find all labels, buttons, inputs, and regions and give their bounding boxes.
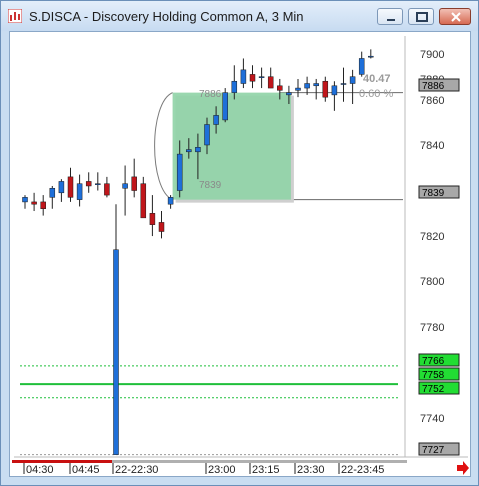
- candle-body: [368, 55, 374, 58]
- price-tag: [418, 353, 460, 367]
- price-tag: [418, 185, 460, 199]
- price-label: 7860: [420, 95, 444, 107]
- candle-body: [95, 183, 101, 185]
- price-label: 7840: [420, 140, 444, 152]
- candle-body: [277, 85, 283, 91]
- scroll-right-arrow-icon[interactable]: [456, 461, 470, 475]
- candle-body: [67, 176, 74, 198]
- candle-body: [258, 76, 265, 78]
- time-label: 22-22:30: [115, 464, 158, 476]
- minimize-icon: [387, 19, 395, 21]
- candlestick-chart[interactable]: 7900 7880 7860 7840 7820 7800 7780 7760 …: [10, 32, 470, 476]
- candle-body: [85, 181, 92, 187]
- candle-body: [167, 197, 174, 205]
- candle-body: [176, 153, 183, 191]
- time-label: 22-23:45: [341, 464, 384, 476]
- candle-body: [58, 181, 65, 194]
- candle-body: [76, 183, 83, 200]
- title-bar[interactable]: S.DISCA - Discovery Holding Common A, 3 …: [1, 1, 478, 31]
- price-tag-text: 7752: [422, 384, 445, 395]
- price-label: 7820: [420, 231, 444, 243]
- candle-body: [158, 222, 165, 232]
- candle-body: [286, 92, 292, 96]
- candle-body: [186, 149, 192, 153]
- maximize-icon: [416, 12, 428, 22]
- time-axis-strip: [12, 460, 112, 463]
- time-label: 04:30: [26, 464, 54, 476]
- candle-body: [249, 74, 256, 82]
- target-box: [172, 92, 291, 200]
- candle-body: [31, 201, 37, 205]
- candle-body: [22, 197, 28, 203]
- price-tag: [418, 78, 460, 92]
- time-label: 23:00: [208, 464, 236, 476]
- candle-body: [322, 80, 329, 98]
- time-label: 23:15: [252, 464, 280, 476]
- candle-body: [113, 249, 119, 455]
- candle-body: [331, 85, 338, 96]
- price-tag-text: 7839: [422, 188, 445, 199]
- chart-area[interactable]: 7900 7880 7860 7840 7820 7800 7780 7760 …: [9, 31, 471, 477]
- candle-body: [340, 83, 347, 85]
- candle-body: [49, 188, 56, 198]
- candle-body: [231, 80, 238, 93]
- candle-body: [295, 87, 301, 91]
- window-title: S.DISCA - Discovery Holding Common A, 3 …: [29, 9, 304, 24]
- change-percent: 0.60 %: [359, 88, 393, 100]
- price-tag-text: 7766: [422, 356, 445, 367]
- price-tag-text: 7758: [422, 370, 445, 381]
- candle-body: [213, 115, 219, 125]
- box-top-price: 7886: [199, 89, 222, 100]
- candle-body: [304, 83, 310, 89]
- range-arc: [154, 92, 173, 201]
- price-tag-text: 7886: [422, 81, 445, 92]
- candle-body: [204, 124, 210, 146]
- candle-body: [349, 76, 356, 84]
- candle-body: [313, 83, 319, 87]
- price-label: 7900: [420, 49, 444, 61]
- candle-body: [122, 183, 128, 189]
- box-bottom-price: 7839: [199, 180, 222, 191]
- price-tag: [418, 367, 460, 381]
- maximize-button[interactable]: [408, 8, 434, 25]
- price-label: 7800: [420, 276, 444, 288]
- candle-body: [195, 147, 201, 153]
- candle-body: [358, 58, 365, 75]
- time-axis-strip: [112, 460, 407, 463]
- candle-body: [140, 183, 147, 219]
- candle-body: [222, 92, 228, 121]
- candle-body: [131, 176, 137, 191]
- candle-body: [104, 183, 110, 196]
- candle-body: [240, 69, 247, 84]
- time-label: 04:45: [72, 464, 100, 476]
- candle-body: [40, 201, 46, 209]
- app-icon: [8, 9, 22, 23]
- minimize-button[interactable]: [377, 8, 403, 25]
- price-label: 7780: [420, 322, 444, 334]
- candle-body: [149, 213, 156, 225]
- price-tag: [418, 442, 460, 456]
- candle-body: [267, 76, 274, 89]
- price-tag-text: 7727: [422, 445, 445, 456]
- close-icon: [451, 12, 461, 22]
- change-value: 40.47: [363, 73, 391, 85]
- close-button[interactable]: [439, 8, 471, 25]
- price-label: 7740: [420, 413, 444, 425]
- price-tag: [418, 381, 460, 395]
- time-label: 23:30: [297, 464, 325, 476]
